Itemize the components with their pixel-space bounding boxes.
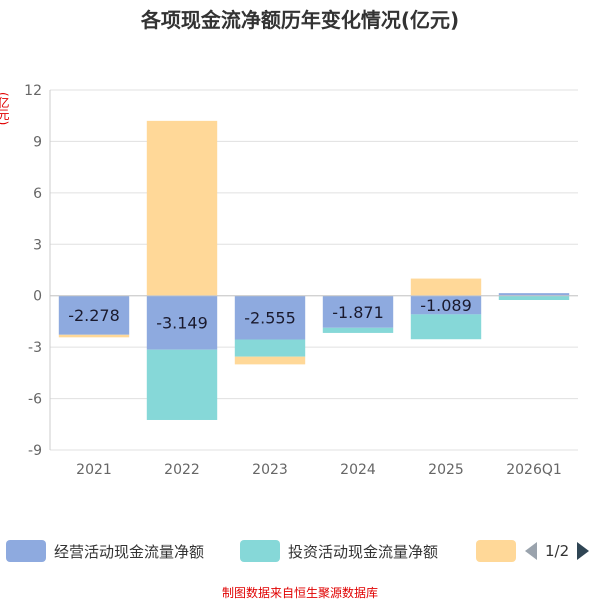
y-tick-label: 0 bbox=[33, 289, 42, 305]
bar-segment-financing bbox=[410, 278, 482, 296]
bar-data-label: -2.278 bbox=[68, 306, 120, 325]
x-tick-label: 2026Q1 bbox=[506, 462, 562, 478]
legend-swatch-third bbox=[476, 540, 516, 562]
bar-segment-operating bbox=[498, 293, 570, 296]
bar-segment-investing bbox=[322, 327, 394, 333]
x-tick-label: 2023 bbox=[252, 462, 288, 478]
source-footer: 制图数据来自恒生聚源数据库 bbox=[221, 586, 378, 600]
bar-segment-financing bbox=[234, 356, 306, 365]
y-tick-label: 6 bbox=[33, 186, 42, 202]
bar-segment-operating bbox=[410, 295, 482, 315]
y-tick-label: 12 bbox=[24, 83, 42, 99]
bar-segment-financing bbox=[146, 120, 218, 296]
bar-data-label: -1.089 bbox=[420, 296, 472, 315]
bar-data-label: -2.555 bbox=[244, 309, 296, 328]
y-tick-label: 9 bbox=[33, 134, 42, 150]
prev-page-icon[interactable] bbox=[525, 542, 537, 560]
legend-item-third[interactable] bbox=[476, 540, 524, 562]
bar-segment-investing bbox=[498, 295, 570, 300]
y-tick-label: -3 bbox=[28, 340, 42, 356]
y-tick-label: -6 bbox=[28, 392, 42, 408]
next-page-icon[interactable] bbox=[577, 542, 590, 560]
bar-segment-operating bbox=[322, 295, 394, 328]
y-tick-label: 3 bbox=[33, 237, 42, 253]
bar-segment-operating bbox=[146, 295, 218, 350]
legend-label-operating: 经营活动现金流量净额 bbox=[54, 542, 205, 561]
bar-segment-investing bbox=[410, 314, 482, 340]
bar-segment-investing bbox=[146, 349, 218, 420]
legend-swatch-operating bbox=[6, 540, 46, 562]
bar-data-label: -3.149 bbox=[156, 314, 208, 333]
legend-item-operating[interactable]: 经营活动现金流量净额 bbox=[6, 540, 204, 562]
bar-segment-operating bbox=[58, 295, 130, 335]
legend-label-investing: 投资活动现金流量净额 bbox=[288, 542, 439, 561]
legend-swatch-investing bbox=[240, 540, 280, 562]
bar-segment-operating bbox=[234, 295, 306, 340]
bar-segment-financing bbox=[58, 334, 130, 338]
bar-segment-investing bbox=[234, 339, 306, 357]
x-tick-label: 2024 bbox=[340, 462, 376, 478]
chart-title: 各项现金流净额历年变化情况(亿元) bbox=[140, 8, 460, 32]
x-tick-label: 2025 bbox=[428, 462, 464, 478]
y-axis-unit: (亿元) bbox=[0, 92, 10, 126]
legend: 经营活动现金流量净额 投资活动现金流量净额 1/2 bbox=[0, 536, 600, 568]
x-tick-label: 2022 bbox=[164, 462, 200, 478]
y-tick-label: -9 bbox=[28, 443, 42, 459]
x-tick-label: 2021 bbox=[76, 462, 112, 478]
legend-item-investing[interactable]: 投资活动现金流量净额 bbox=[240, 540, 438, 562]
bar-data-label: -1.871 bbox=[332, 303, 384, 322]
legend-page-indicator: 1/2 bbox=[545, 542, 570, 560]
legend-pager: 1/2 bbox=[525, 542, 590, 560]
